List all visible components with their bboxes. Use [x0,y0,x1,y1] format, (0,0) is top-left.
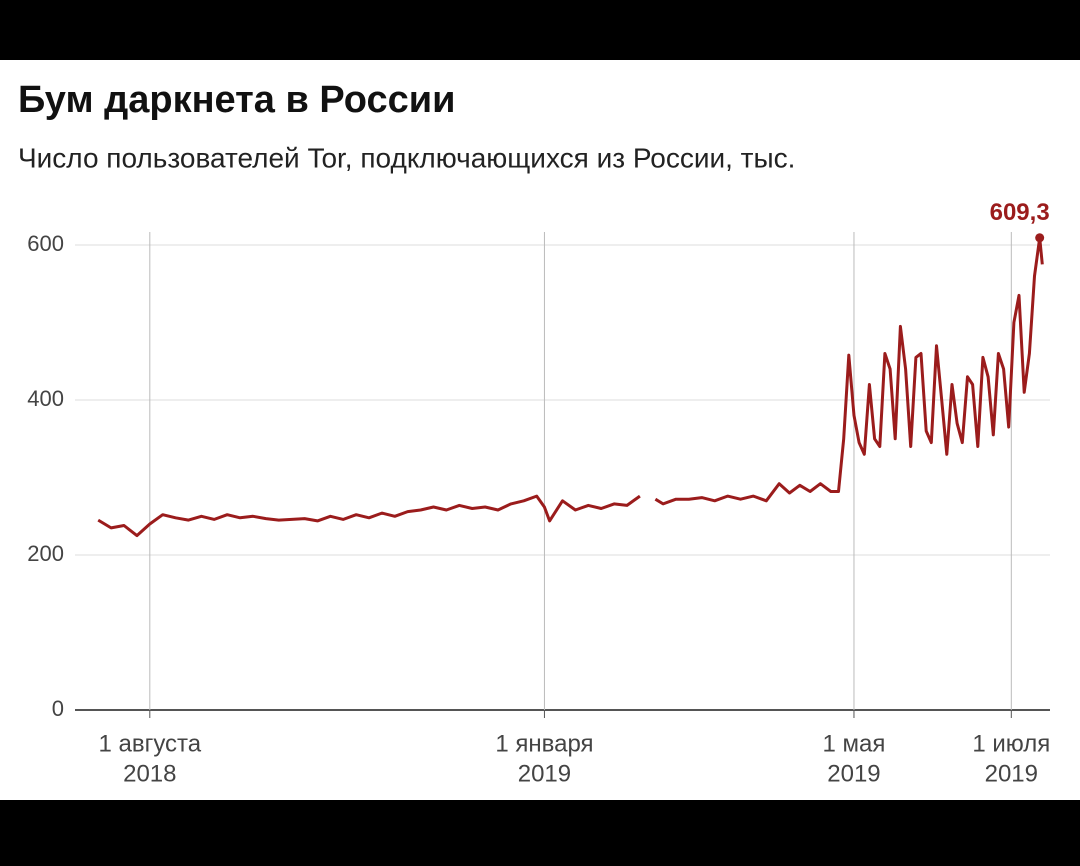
x-tick-label: 1 мая [823,730,886,757]
chart-title: Бум даркнета в России [18,79,456,121]
y-tick-label: 0 [52,696,64,721]
chart-subtitle: Число пользователей Tor, подключающихся … [18,142,795,173]
x-tick-label: 2019 [827,760,880,787]
y-tick-label: 600 [27,231,64,256]
background [0,60,1080,800]
point [1035,233,1045,243]
y-tick-label: 400 [27,386,64,411]
x-tick-label: 1 августа [98,730,201,757]
x-tick-label: 1 июля [972,730,1050,757]
bottom-bar [0,800,1080,866]
top-bar [0,0,1080,60]
x-tick-label: 2019 [985,760,1038,787]
x-tick-label: 2018 [123,760,176,787]
x-tick-label: 2019 [518,760,571,787]
line [97,236,1044,538]
x-tick-label: 1 января [495,730,593,757]
y-tick-label: 200 [27,541,64,566]
value-label: 609,3 [990,199,1050,226]
